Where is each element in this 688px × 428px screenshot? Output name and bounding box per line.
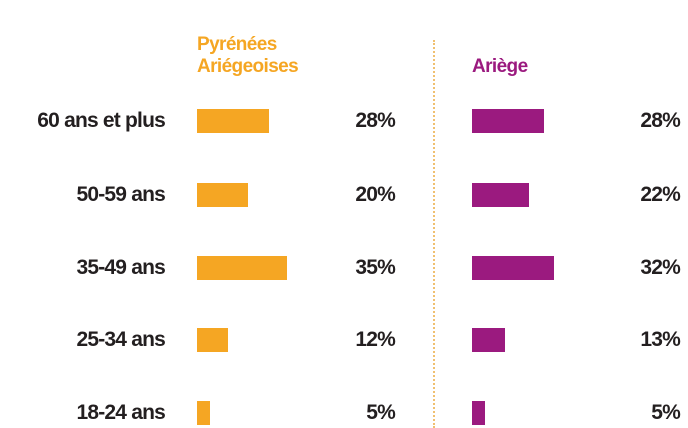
value-label: 20% xyxy=(355,183,395,206)
value-label: 13% xyxy=(640,328,680,351)
value-label: 12% xyxy=(355,328,395,351)
value-label: 5% xyxy=(366,401,396,424)
series-header: Pyrénées Ariégeoises xyxy=(197,34,299,77)
category-label: 50-59 ans xyxy=(76,183,165,206)
bar xyxy=(472,109,544,133)
bar xyxy=(197,183,249,207)
category-label: 35-49 ans xyxy=(76,256,165,279)
bar xyxy=(197,328,228,352)
category-label: 25-34 ans xyxy=(76,328,165,351)
series-header: Ariège xyxy=(472,56,528,77)
bar xyxy=(472,401,485,425)
value-label: 28% xyxy=(640,109,680,132)
bar xyxy=(472,328,506,352)
bar xyxy=(472,256,555,280)
value-label: 35% xyxy=(355,256,395,279)
category-label: 18-24 ans xyxy=(76,401,165,424)
separator xyxy=(433,40,435,428)
category-label: 60 ans et plus xyxy=(37,109,166,132)
bar xyxy=(197,256,287,280)
bar xyxy=(472,183,529,207)
value-label: 22% xyxy=(640,183,680,206)
value-label: 32% xyxy=(640,256,680,279)
value-label: 5% xyxy=(651,401,681,424)
value-label: 28% xyxy=(355,109,395,132)
bar xyxy=(197,401,210,425)
bar xyxy=(197,109,269,133)
